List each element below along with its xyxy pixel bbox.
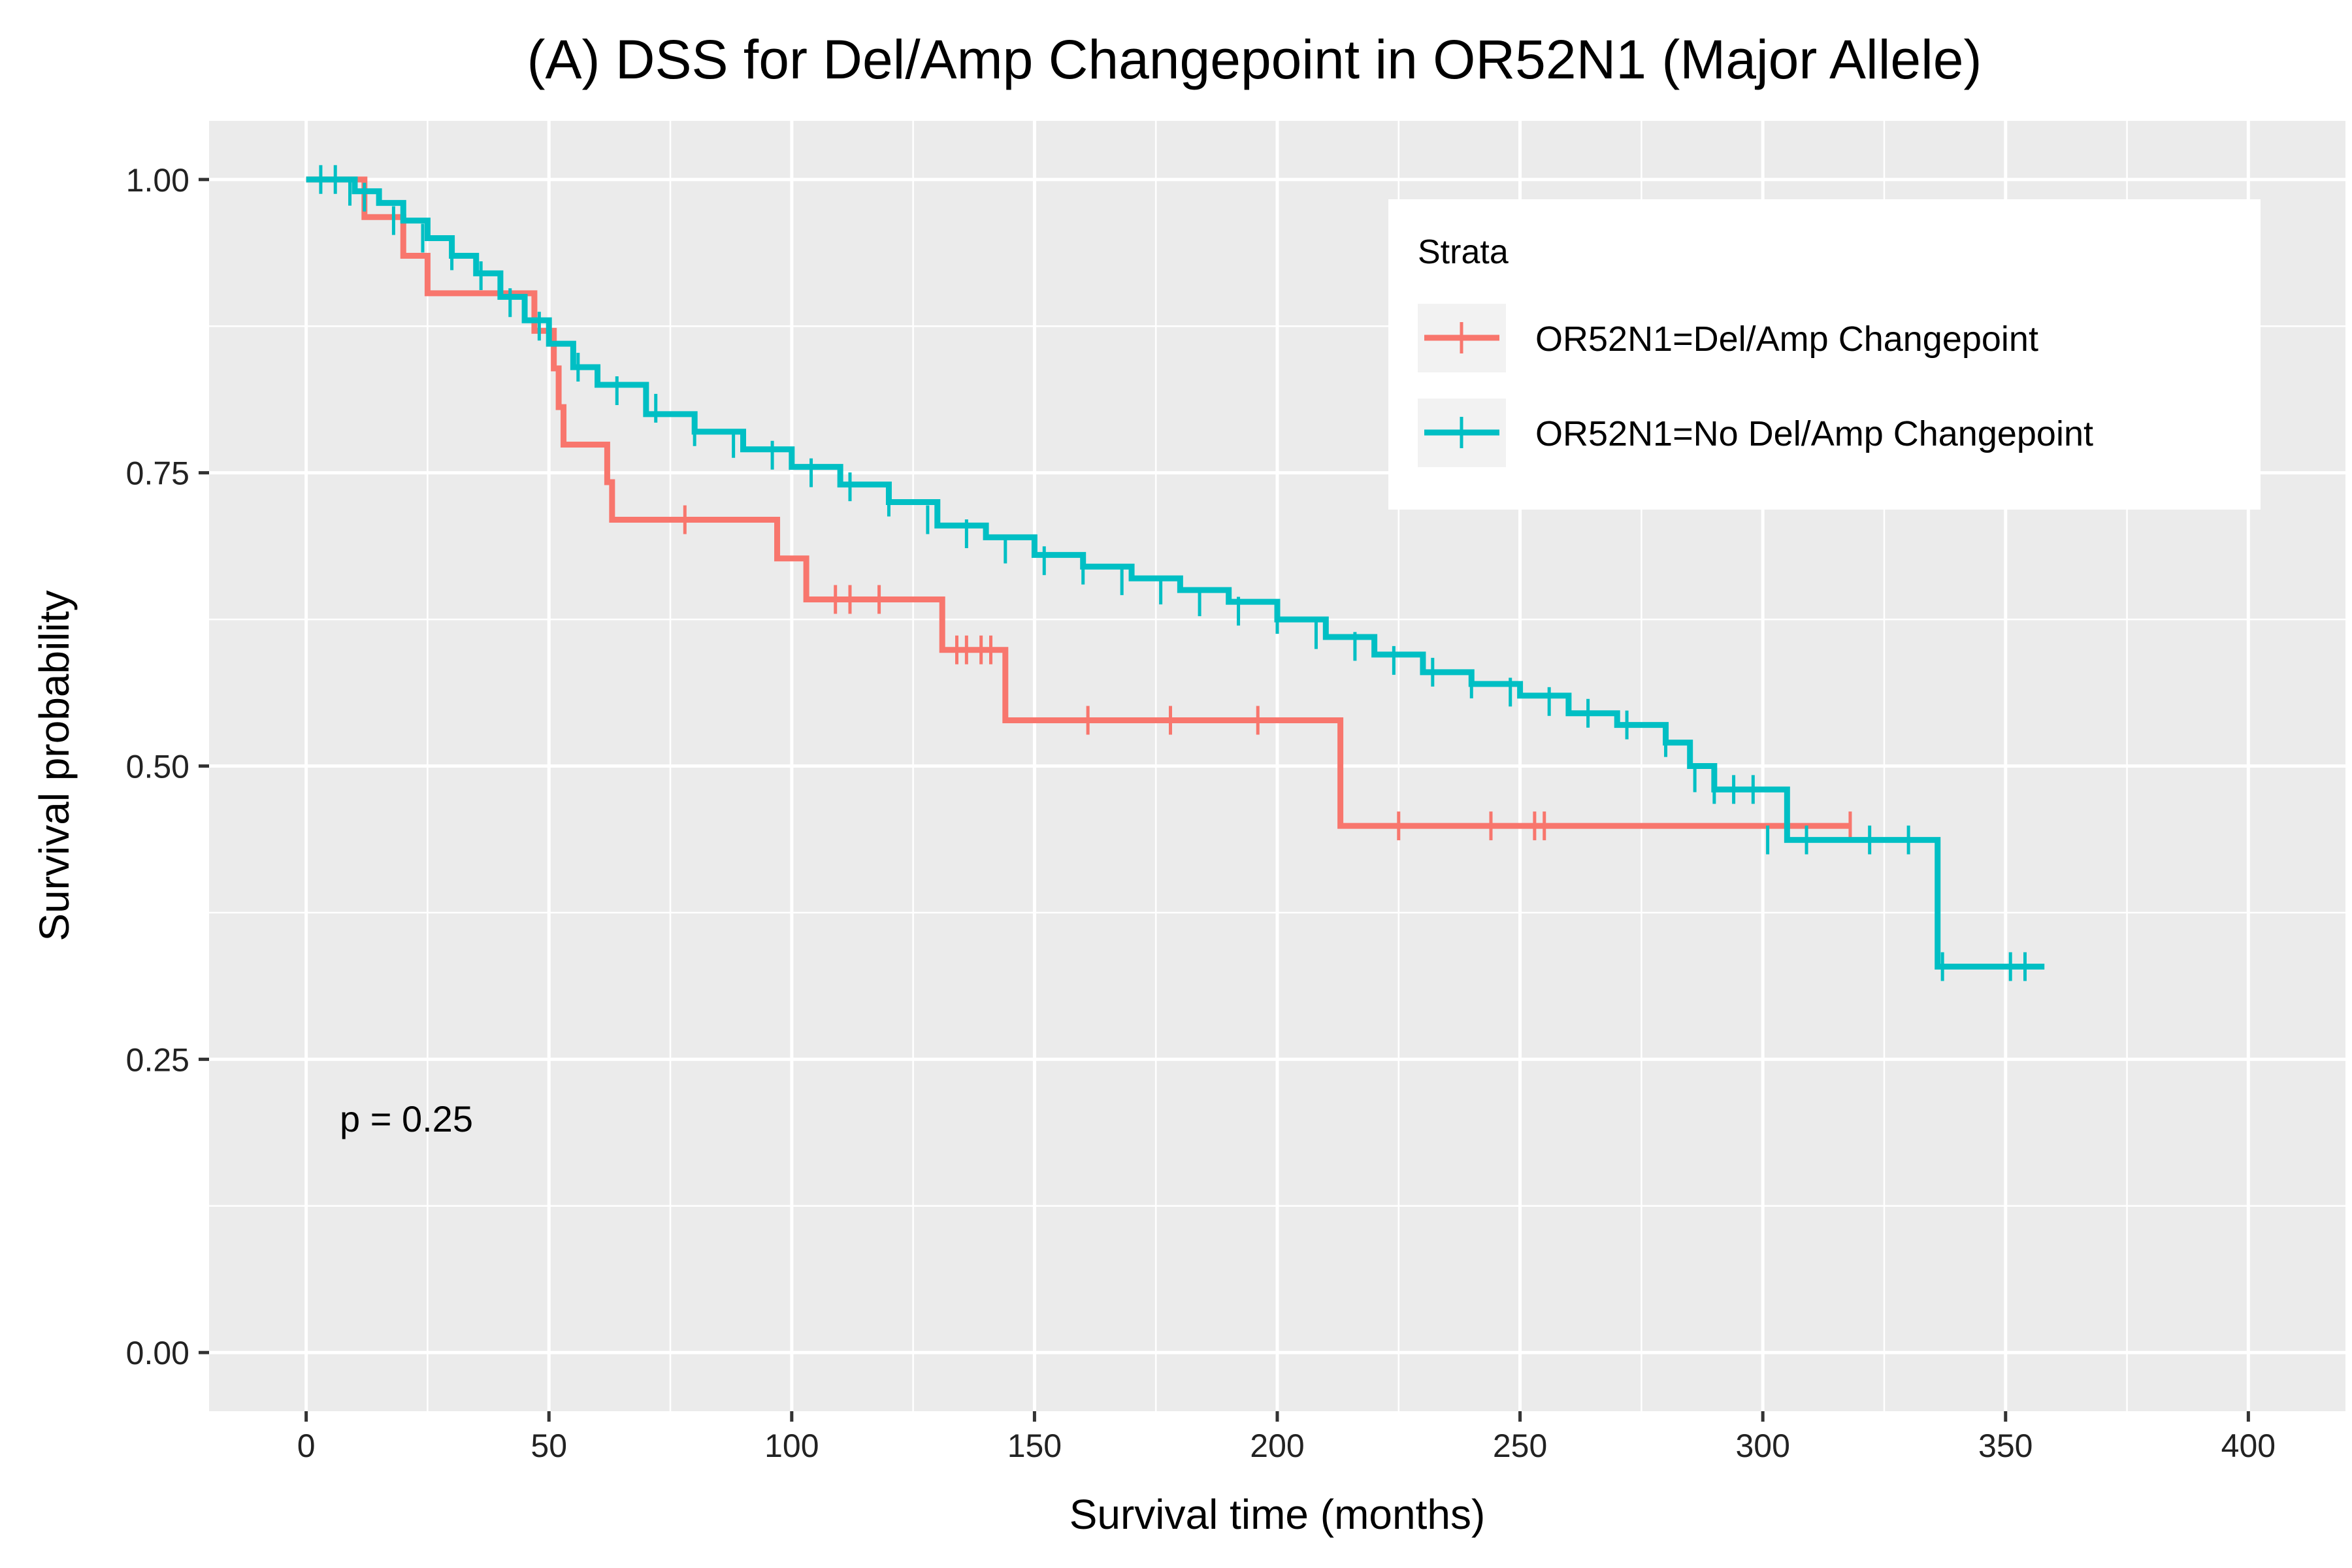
x-tick-label: 100 <box>764 1428 819 1464</box>
legend-keys <box>1424 322 1499 448</box>
y-axis: 0.00 0.25 0.50 0.75 1.00 <box>126 162 209 1371</box>
y-tick-label: 0.00 <box>126 1335 189 1371</box>
y-axis-label: Survival probability <box>31 590 78 941</box>
x-tick-label: 300 <box>1735 1428 1789 1464</box>
legend: Strata OR52N1=Del/Amp Changepoint OR52N1… <box>1388 199 2261 510</box>
series-layer <box>306 165 2045 981</box>
legend-label-1: OR52N1=No Del/Amp Changepoint <box>1535 414 2093 453</box>
x-tick-label: 50 <box>531 1428 567 1464</box>
legend-label-0: OR52N1=Del/Amp Changepoint <box>1535 319 2038 359</box>
y-tick-label: 1.00 <box>126 162 189 199</box>
x-tick-label: 350 <box>1978 1428 2033 1464</box>
grid-major <box>209 121 2345 1411</box>
chart-title: (A) DSS for Del/Amp Changepoint in OR52N… <box>527 29 1982 90</box>
legend-title: Strata <box>1418 233 1509 271</box>
x-tick-label: 200 <box>1250 1428 1304 1464</box>
x-tick-label: 0 <box>297 1428 316 1464</box>
x-axis: 0 50 100 150 200 250 300 350 400 <box>297 1411 2276 1464</box>
x-tick-label: 150 <box>1007 1428 1062 1464</box>
p-value-annotation: p = 0.25 <box>340 1098 473 1139</box>
x-tick-label: 400 <box>2221 1428 2276 1464</box>
x-tick-label: 250 <box>1493 1428 1547 1464</box>
series-0-line <box>306 176 1850 829</box>
y-tick-label: 0.75 <box>126 455 189 492</box>
y-tick-label: 0.50 <box>126 749 189 785</box>
legend-box <box>1388 199 2261 510</box>
x-axis-label: Survival time (months) <box>1070 1491 1486 1538</box>
y-tick-label: 0.25 <box>126 1041 189 1078</box>
series-1-line <box>306 176 2045 970</box>
